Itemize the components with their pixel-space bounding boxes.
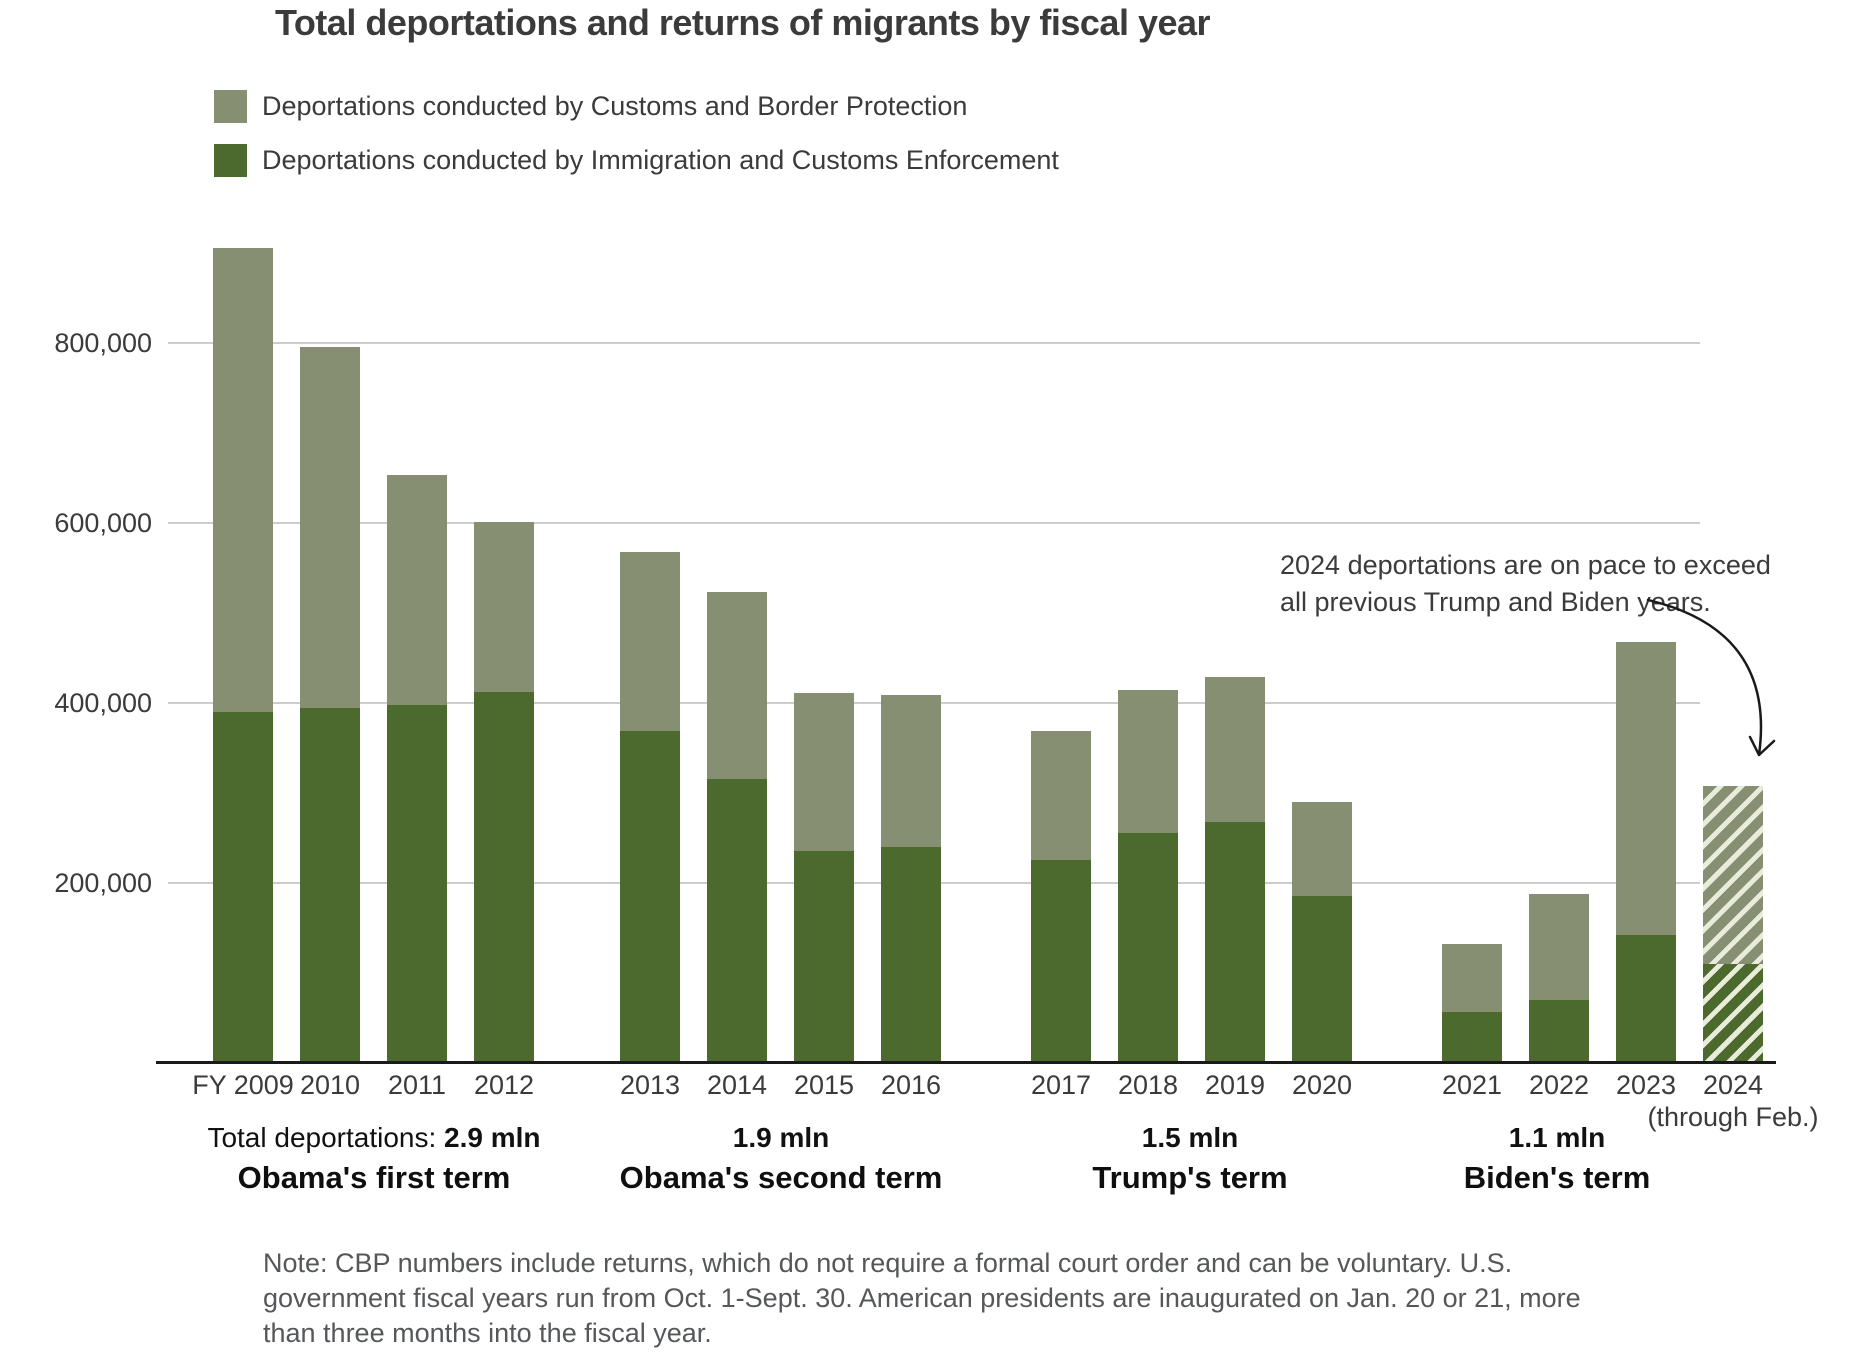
y-tick-label-200000: 200,000 xyxy=(54,868,152,898)
annotation-text: 2024 deportations are on pace to exceed … xyxy=(1280,547,1771,621)
x-axis-label-2024: 2024 xyxy=(1702,1070,1764,1100)
x-axis-label-2023: 2023 xyxy=(1615,1070,1677,1100)
bar-2018-ice xyxy=(1118,833,1178,1063)
gridline-600000 xyxy=(168,522,1700,524)
ice-color-swatch xyxy=(214,144,247,177)
bar-2022-cbp xyxy=(1529,894,1589,1000)
y-tick-label-600000: 600,000 xyxy=(54,508,152,538)
x-axis-label-2015: 2015 xyxy=(793,1070,855,1100)
cbp-color-swatch xyxy=(214,90,247,123)
x-axis-label-2022: 2022 xyxy=(1528,1070,1590,1100)
x-axis-label-2011: 2011 xyxy=(387,1070,447,1100)
group-total-prefix: Total deportations: xyxy=(207,1122,445,1153)
group-total-1: Total deportations: 2.9 mln xyxy=(114,1122,634,1154)
group-term-1: Obama's first term xyxy=(237,1160,511,1195)
group-total-3: 1.5 mln xyxy=(930,1122,1450,1154)
bar-2013-ice xyxy=(620,731,680,1063)
x-axis-label-2021: 2021 xyxy=(1441,1070,1503,1100)
bar-2021-cbp xyxy=(1442,944,1502,1012)
bar-2014-ice xyxy=(707,779,767,1063)
group-total-2: 1.9 mln xyxy=(521,1122,1041,1154)
bar-2011-cbp xyxy=(387,475,447,705)
group-total-value: 1.9 mln xyxy=(732,1122,830,1153)
x-axis-sublabel-2024: (through Feb.) xyxy=(1647,1102,1819,1132)
bar-2015-ice xyxy=(794,851,854,1063)
x-axis-label-2014: 2014 xyxy=(706,1070,768,1100)
chart-title: Total deportations and returns of migran… xyxy=(275,2,1211,43)
legend: Deportations conducted by Customs and Bo… xyxy=(214,90,1059,198)
bar-2020-cbp xyxy=(1292,802,1352,896)
y-tick-label-400000: 400,000 xyxy=(54,688,152,718)
bar-2010-ice xyxy=(300,708,360,1063)
x-axis-label-2013: 2013 xyxy=(619,1070,681,1100)
annotation-arrow-icon xyxy=(1646,598,1776,757)
note-line-1: Note: CBP numbers include returns, which… xyxy=(263,1248,1513,1278)
annotation-line-1: 2024 deportations are on pace to exceed xyxy=(1280,550,1771,580)
ice-legend-label: Deportations conducted by Immigration an… xyxy=(262,145,1059,175)
group-term-2: Obama's second term xyxy=(619,1160,943,1195)
x-axis-line xyxy=(156,1061,1776,1064)
bar-2023-ice xyxy=(1616,935,1676,1063)
note-text: Note: CBP numbers include returns, which… xyxy=(263,1246,1581,1351)
gridline-800000 xyxy=(168,342,1700,344)
group-term-3: Trump's term xyxy=(1092,1160,1288,1195)
x-axis-label-2017: 2017 xyxy=(1030,1070,1092,1100)
cbp-legend-label: Deportations conducted by Customs and Bo… xyxy=(262,91,968,121)
bar-2016-cbp xyxy=(881,695,941,847)
annotation-line-2: all previous Trump and Biden years. xyxy=(1280,587,1711,617)
bar-2015-cbp xyxy=(794,693,854,851)
bar-2020-ice xyxy=(1292,896,1352,1063)
x-axis-label-2018: 2018 xyxy=(1117,1070,1179,1100)
group-total-value: 1.5 mln xyxy=(1141,1122,1239,1153)
group-total-value: 2.9 mln xyxy=(444,1122,541,1153)
bar-2010-cbp xyxy=(300,347,360,708)
bar-2021-ice xyxy=(1442,1012,1502,1063)
bar-2022-ice xyxy=(1529,1000,1589,1063)
bar-2024-cbp xyxy=(1703,786,1763,964)
note-line-3: than three months into the fiscal year. xyxy=(263,1318,712,1348)
bar-2014-cbp xyxy=(707,592,767,779)
x-axis-label-FY-2009: FY 2009 xyxy=(192,1070,294,1100)
group-term-4: Biden's term xyxy=(1463,1160,1651,1195)
bar-2017-ice xyxy=(1031,860,1091,1063)
x-axis-label-2010: 2010 xyxy=(299,1070,361,1100)
bar-2023-cbp xyxy=(1616,642,1676,935)
bar-2016-ice xyxy=(881,847,941,1063)
x-axis-label-2020: 2020 xyxy=(1291,1070,1353,1100)
legend-item-cbp: Deportations conducted by Customs and Bo… xyxy=(214,90,1059,123)
bar-2024-ice xyxy=(1703,964,1763,1063)
bar-FY-2009-ice xyxy=(213,712,273,1063)
bar-FY-2009-cbp xyxy=(213,248,273,712)
legend-item-ice: Deportations conducted by Immigration an… xyxy=(214,144,1059,177)
x-axis-label-2019: 2019 xyxy=(1204,1070,1266,1100)
bar-2019-ice xyxy=(1205,822,1265,1063)
y-tick-label-800000: 800,000 xyxy=(54,328,152,358)
bar-2012-ice xyxy=(474,692,534,1063)
x-axis-label-2016: 2016 xyxy=(880,1070,942,1100)
note-line-2: government fiscal years run from Oct. 1-… xyxy=(263,1283,1581,1313)
bar-2013-cbp xyxy=(620,552,680,731)
bar-2011-ice xyxy=(387,705,447,1063)
group-total-4: 1.1 mln xyxy=(1297,1122,1817,1154)
bar-2012-cbp xyxy=(474,522,534,692)
x-axis-label-2012: 2012 xyxy=(473,1070,535,1100)
bar-2017-cbp xyxy=(1031,731,1091,860)
group-total-value: 1.1 mln xyxy=(1508,1122,1606,1153)
bar-2019-cbp xyxy=(1205,677,1265,822)
bar-2018-cbp xyxy=(1118,690,1178,833)
